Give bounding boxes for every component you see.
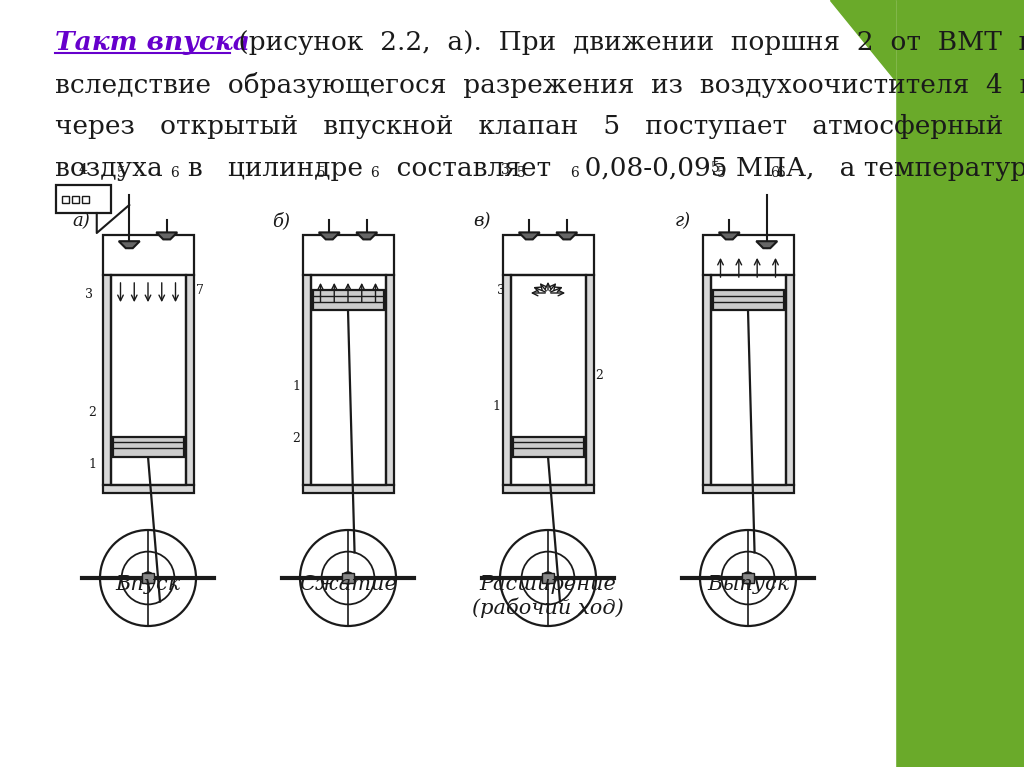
Bar <box>61 196 69 202</box>
Text: 1: 1 <box>493 400 501 413</box>
Bar <box>111 275 185 485</box>
Text: Впуск: Впуск <box>116 575 180 594</box>
Text: 2: 2 <box>596 369 603 382</box>
Circle shape <box>700 530 796 626</box>
Bar <box>702 235 794 275</box>
Circle shape <box>742 572 754 584</box>
Text: г): г) <box>675 212 690 230</box>
Bar <box>742 573 754 583</box>
Bar <box>702 485 794 493</box>
Text: Сжатие: Сжатие <box>299 575 397 594</box>
Bar <box>102 235 194 275</box>
Polygon shape <box>318 232 340 239</box>
Bar <box>185 275 194 485</box>
Text: вследствие  образующегося  разрежения  из  воздухоочистителя  4  в  полость  цил: вследствие образующегося разрежения из в… <box>55 72 1024 98</box>
Text: 5: 5 <box>717 166 726 180</box>
Bar <box>512 436 584 456</box>
Bar <box>702 275 711 485</box>
Bar <box>310 275 385 485</box>
Text: 2: 2 <box>88 406 96 419</box>
Text: 3: 3 <box>85 288 92 301</box>
Bar <box>72 196 79 202</box>
Bar <box>82 196 88 202</box>
Text: 6: 6 <box>776 166 784 180</box>
Text: 6: 6 <box>770 166 779 180</box>
Circle shape <box>100 530 196 626</box>
Text: через   открытый   впускной   клапан   5   поступает   атмосферный   воздух.   Д: через открытый впускной клапан 5 поступа… <box>55 114 1024 139</box>
Text: 3: 3 <box>497 284 505 297</box>
Text: а): а) <box>73 212 90 230</box>
Polygon shape <box>356 232 377 239</box>
Bar <box>302 235 393 275</box>
Circle shape <box>722 551 774 604</box>
Text: в): в) <box>473 212 490 230</box>
Text: 5: 5 <box>117 166 126 180</box>
Circle shape <box>122 551 174 604</box>
Bar <box>586 275 594 485</box>
Text: 6: 6 <box>570 166 580 180</box>
Bar <box>503 235 594 275</box>
Text: 5: 5 <box>316 166 326 180</box>
Text: 5: 5 <box>517 166 525 180</box>
Polygon shape <box>519 232 540 239</box>
Polygon shape <box>556 232 578 239</box>
Bar <box>503 485 594 493</box>
Polygon shape <box>157 232 177 239</box>
Bar <box>302 485 393 493</box>
Circle shape <box>142 572 154 584</box>
Bar <box>102 275 111 485</box>
Text: Такт впуска: Такт впуска <box>55 30 250 55</box>
Circle shape <box>500 530 596 626</box>
Text: Расширение
(рабочий ход): Расширение (рабочий ход) <box>472 575 624 617</box>
Text: 6: 6 <box>170 166 179 180</box>
Bar <box>0 0 895 767</box>
Text: 5: 5 <box>711 161 720 175</box>
Bar <box>503 275 511 485</box>
Bar <box>102 485 194 493</box>
Text: 7: 7 <box>196 284 204 297</box>
Polygon shape <box>719 232 739 239</box>
Circle shape <box>300 530 396 626</box>
Bar <box>542 573 554 583</box>
Circle shape <box>543 572 554 584</box>
Bar <box>113 436 183 456</box>
Bar <box>785 275 794 485</box>
Polygon shape <box>119 241 139 249</box>
Polygon shape <box>757 241 777 249</box>
Polygon shape <box>830 0 895 80</box>
Bar <box>142 573 154 583</box>
Bar <box>713 290 783 310</box>
Text: 3: 3 <box>501 163 510 177</box>
Text: (рисунок  2.2,  а).  При  движении  поршня  2  от  ВМТ  к  НМТ: (рисунок 2.2, а). При движении поршня 2 … <box>230 30 1024 55</box>
Bar <box>385 275 393 485</box>
Text: 1: 1 <box>293 380 300 393</box>
Bar <box>711 275 785 485</box>
Text: Выпуск: Выпуск <box>707 575 790 594</box>
Bar <box>55 185 111 213</box>
Text: 6: 6 <box>371 166 379 180</box>
Text: б): б) <box>272 212 291 230</box>
Bar <box>511 275 586 485</box>
Text: воздуха   в   цилиндре    составляет    0,08-0,095 МПА,   а температура 40-60 °С: воздуха в цилиндре составляет 0,08-0,095… <box>55 156 1024 181</box>
Bar <box>312 290 384 310</box>
Bar <box>342 573 354 583</box>
Bar <box>302 275 310 485</box>
Text: 2: 2 <box>293 432 300 445</box>
Bar <box>895 0 1024 767</box>
Circle shape <box>322 551 375 604</box>
Circle shape <box>342 572 353 584</box>
Text: 1: 1 <box>88 458 96 471</box>
Text: 4: 4 <box>79 163 87 177</box>
Circle shape <box>521 551 574 604</box>
